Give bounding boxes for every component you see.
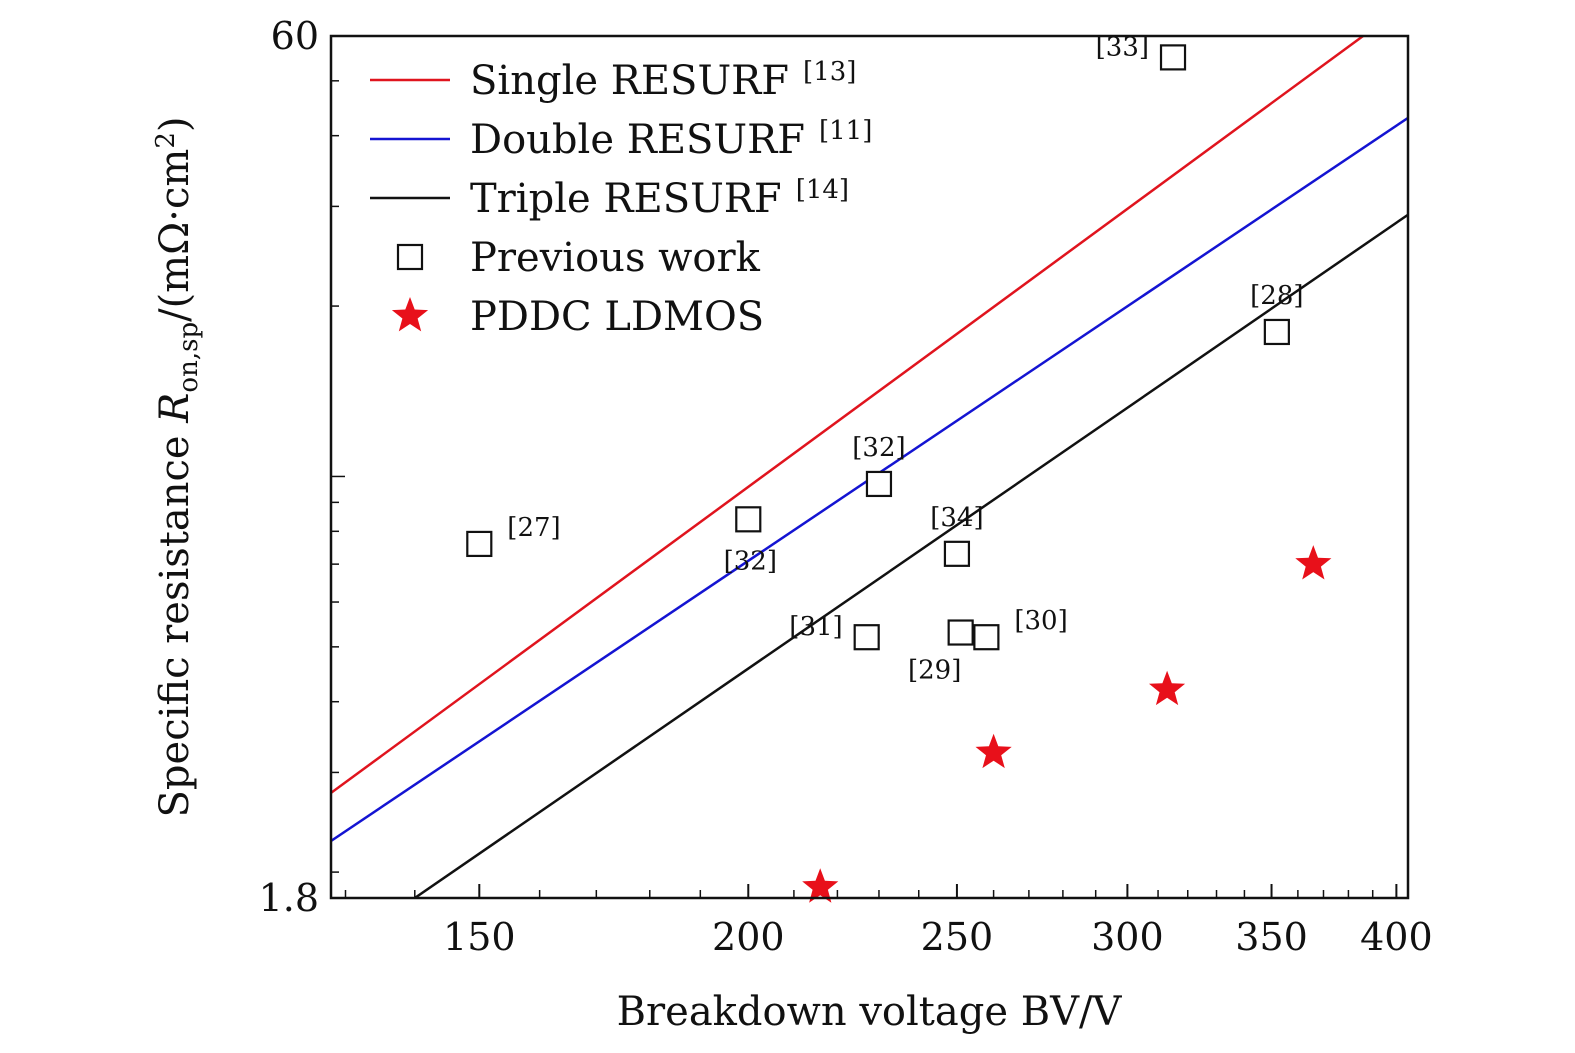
previous-work-point (943, 540, 971, 567)
x-tick-label: 350 (1235, 915, 1308, 959)
point-ref-label: [32] (724, 546, 777, 576)
pddc-ldmos-point (802, 868, 839, 903)
fit-line-single-resurf (331, 36, 1364, 794)
x-tick-label: 250 (921, 915, 994, 959)
point-ref-label: [27] (507, 513, 560, 543)
plot-frame (329, 34, 1410, 900)
y-label-symbol: R (152, 393, 198, 424)
point-ref-label: [31] (789, 612, 842, 642)
legend: Single RESURF [13] Double RESURF [11] Triple… (370, 57, 872, 340)
legend-label: Previous work (470, 235, 761, 281)
y-label-unit-omega: Ω (152, 222, 198, 255)
previous-work-point (973, 624, 1000, 651)
y-label-unit-suffix: ) (152, 117, 198, 133)
x-tick-label: 300 (1091, 915, 1164, 959)
x-axis-label: Breakdown voltage BV/V (617, 989, 1123, 1035)
previous-work-point (1159, 44, 1187, 71)
fit-lines (331, 36, 1408, 898)
point-ref-label: [34] (930, 503, 983, 533)
legend-label: Triple RESURF [14] (470, 175, 849, 222)
y-tick-label: 1.8 (259, 876, 319, 920)
x-tick-label: 400 (1360, 915, 1433, 959)
previous-work-point (853, 624, 880, 651)
x-axis-ticks: 150 200 250 300 350 400 (344, 884, 1433, 959)
y-label-subscript: on,sp (174, 322, 204, 393)
data-points: [27] [32] [32] [31] [34] [29] [30] [33] [28] (466, 32, 1332, 903)
previous-work-point (865, 470, 893, 498)
point-ref-label: [32] (852, 433, 905, 463)
previous-work-point (947, 619, 974, 646)
previous-work-point (466, 530, 493, 558)
legend-label: Double RESURF [11] (470, 116, 872, 163)
fit-line-triple-resurf (414, 213, 1408, 898)
legend-square-swatch (396, 243, 424, 271)
y-axis-label: Specific resistance Ron,sp/(mΩ·cm2) (151, 117, 204, 818)
point-ref-label: [29] (908, 656, 961, 686)
x-tick-label: 150 (443, 915, 516, 959)
y-label-unit-cm: ·cm (152, 149, 198, 222)
y-axis-ticks: 1.8 60 (259, 14, 345, 920)
previous-work-point (1263, 318, 1290, 346)
point-ref-label: [33] (1096, 32, 1149, 62)
point-ref-label: [30] (1014, 606, 1067, 636)
x-tick-label: 200 (712, 915, 785, 959)
legend-label: Single RESURF [13] (470, 57, 856, 104)
legend-star-swatch (391, 297, 429, 332)
point-ref-label: [28] (1250, 281, 1303, 311)
y-tick-label: 60 (271, 14, 319, 58)
y-label-unit-prefix: /(m (152, 255, 198, 322)
pddc-ldmos-point (1149, 670, 1186, 706)
legend-label: PDDC LDMOS (470, 294, 764, 340)
y-label-text: Specific resistance (152, 435, 198, 817)
y-label-unit-sup: 2 (151, 132, 181, 149)
pddc-ldmos-point (975, 733, 1012, 769)
pddc-ldmos-point (1295, 545, 1332, 580)
previous-work-point (735, 506, 762, 533)
